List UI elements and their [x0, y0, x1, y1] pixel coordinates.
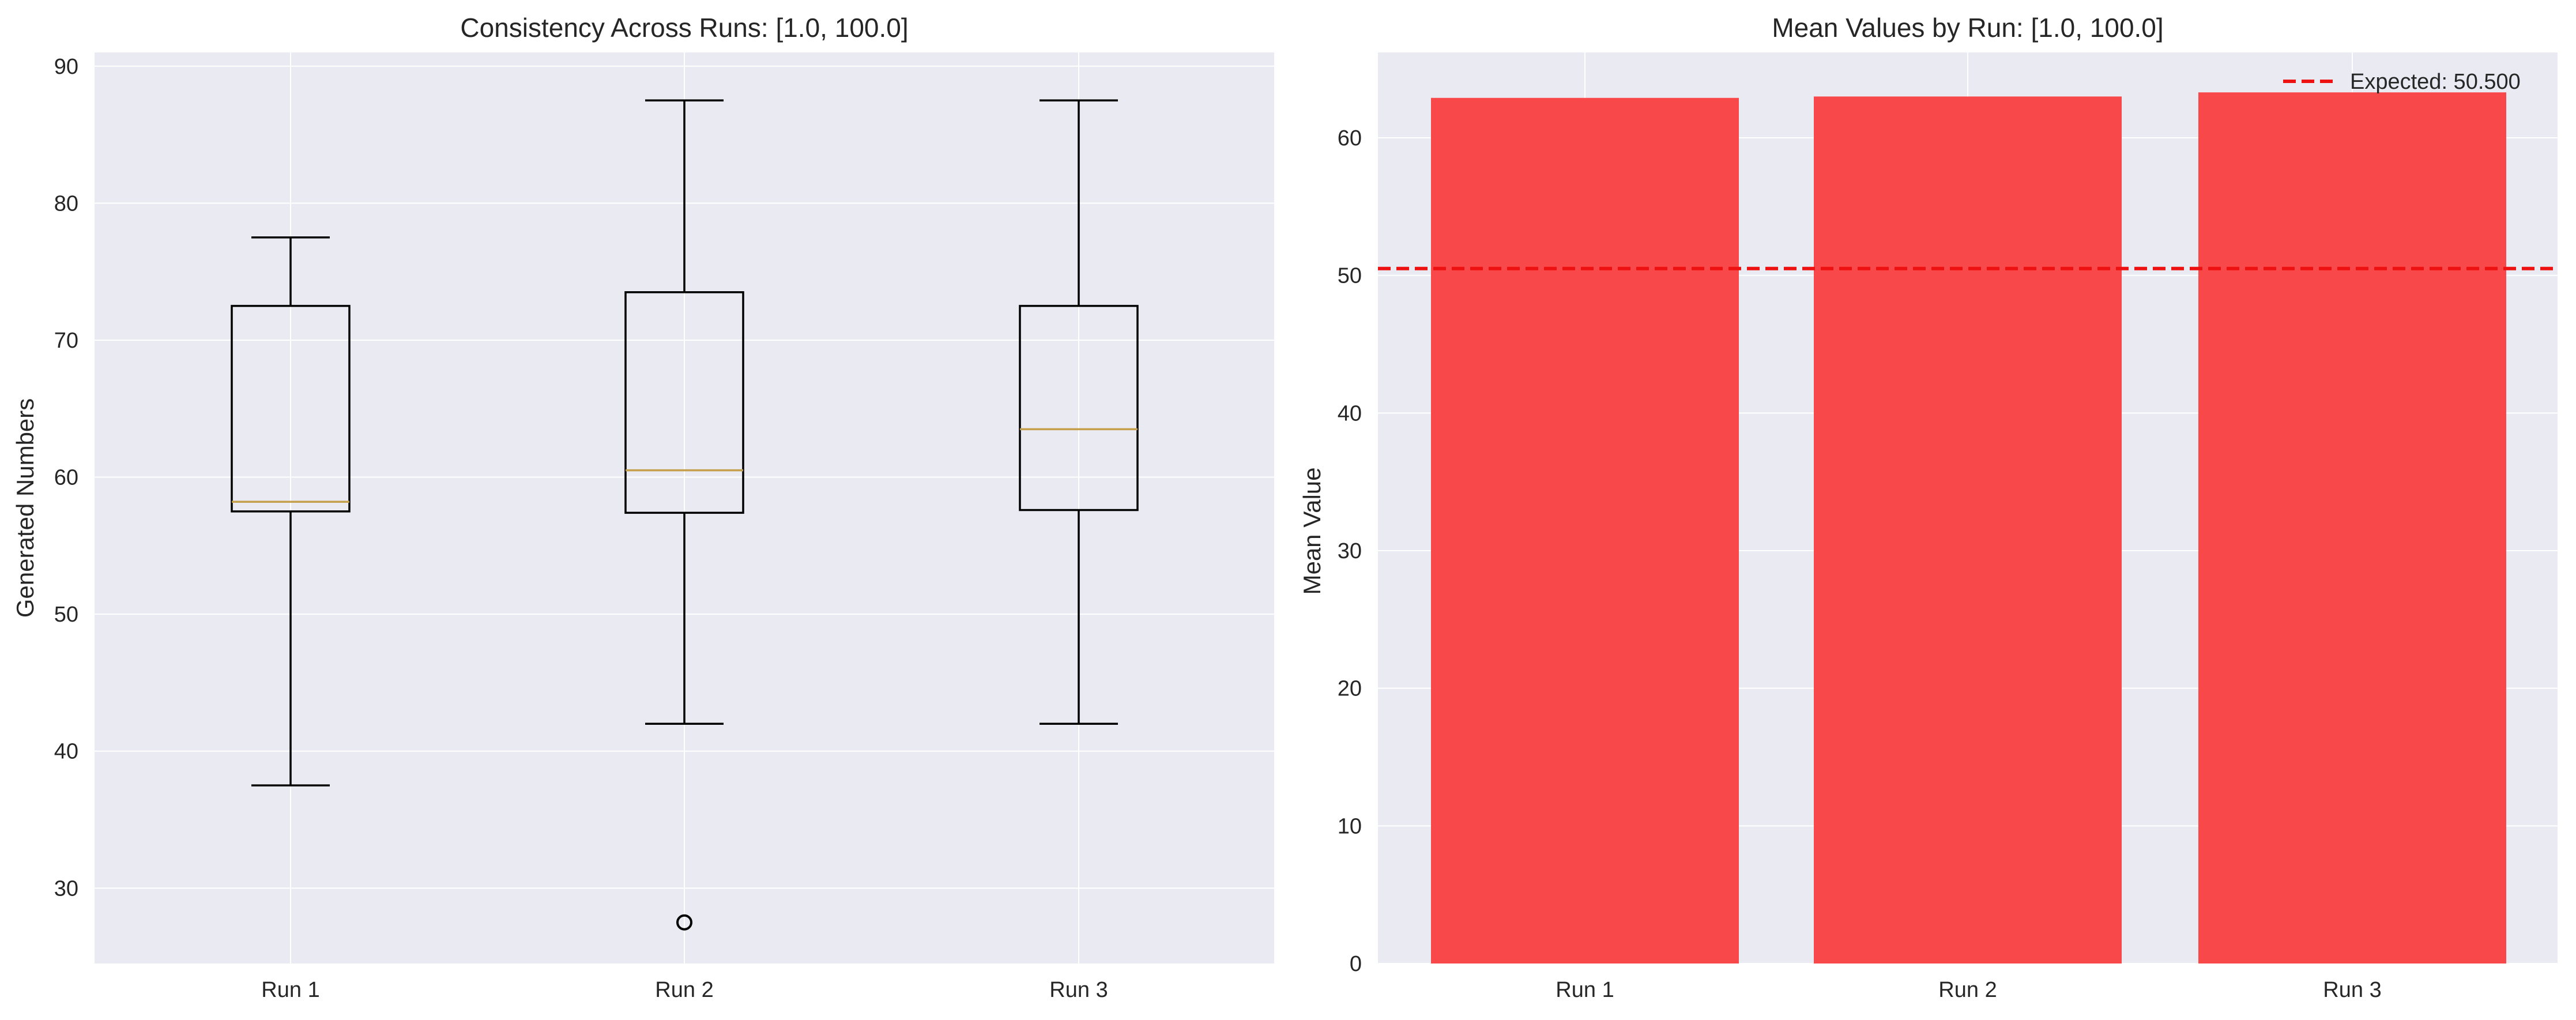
- x-tick-label: Run 2: [655, 978, 713, 1002]
- y-tick-label: 30: [54, 876, 78, 901]
- box-3: [1019, 99, 1139, 725]
- bar-chart-x-ticks: Run 1 Run 2 Run 3: [1556, 978, 2381, 1002]
- box-plot-x-ticks: Run 1 Run 2 Run 3: [261, 978, 1108, 1002]
- bar-chart-y-ticks: 0 10 20 30 40 50 60: [1338, 126, 1362, 976]
- box-1: [231, 236, 351, 786]
- bar-chart-panel: 0 10 20 30 40 50 60 Run 1 Run 2 Run 3 Mean Value…: [1298, 13, 2558, 1002]
- y-tick-label: 40: [1338, 401, 1362, 426]
- y-tick-label: 90: [54, 55, 78, 79]
- bar-chart-marks: [1378, 92, 2558, 964]
- bar-run-3: [2198, 92, 2506, 964]
- y-tick-label: 20: [1338, 677, 1362, 701]
- outlier-point: [676, 914, 692, 931]
- y-tick-label: 60: [54, 466, 78, 490]
- x-tick-label: Run 1: [1556, 978, 1614, 1002]
- bar-run-1: [1431, 97, 1739, 963]
- y-tick-label: 50: [54, 603, 78, 627]
- iqr-box: [624, 291, 744, 514]
- x-tick-label: Run 2: [1938, 978, 1997, 1002]
- y-tick-label: 0: [1350, 952, 1362, 976]
- y-tick-label: 10: [1338, 814, 1362, 838]
- iqr-box: [1019, 304, 1139, 511]
- bar-chart-y-axis-label: Mean Value: [1298, 467, 1325, 594]
- y-tick-label: 70: [54, 329, 78, 353]
- box-2: [624, 99, 744, 931]
- y-tick-label: 60: [1338, 126, 1362, 150]
- box-plot-y-ticks: 30 40 50 60 70 80 90: [54, 55, 78, 901]
- y-tick-label: 40: [54, 740, 78, 764]
- legend-expected-label: Expected: 50.500: [2350, 70, 2521, 94]
- y-tick-label: 50: [1338, 264, 1362, 288]
- box-plot-title: Consistency Across Runs: [1.0, 100.0]: [460, 13, 908, 43]
- x-tick-label: Run 3: [1049, 978, 1108, 1002]
- bar-chart-title: Mean Values by Run: [1.0, 100.0]: [1772, 13, 2163, 43]
- box-plot-y-axis-label: Generated Numbers: [12, 398, 39, 618]
- bar-run-2: [1814, 96, 2122, 963]
- box-plot-marks: [231, 99, 1139, 931]
- x-tick-label: Run 1: [261, 978, 319, 1002]
- bar-chart-legend: Expected: 50.500: [2283, 70, 2521, 94]
- y-tick-label: 80: [54, 191, 78, 216]
- y-tick-label: 30: [1338, 539, 1362, 563]
- iqr-box: [231, 304, 351, 513]
- box-plot-panel: 30 40 50 60 70 80 90 Run 1 Run 2 Run 3 Consisten…: [12, 13, 1274, 1002]
- x-tick-label: Run 3: [2323, 978, 2381, 1002]
